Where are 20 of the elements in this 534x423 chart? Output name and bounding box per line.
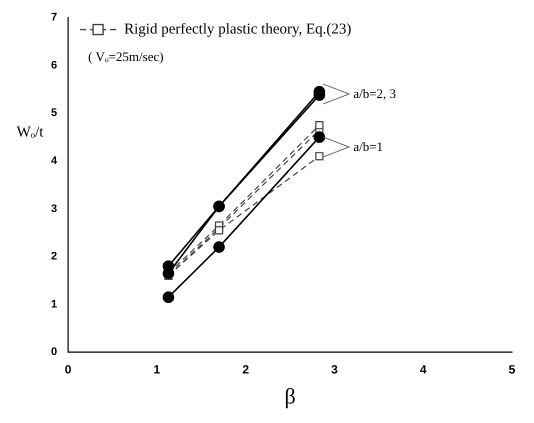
- y-tick-label: 1: [50, 298, 58, 310]
- x-tick-label: 0: [64, 362, 72, 377]
- y-tick-label: 5: [50, 107, 58, 120]
- y-tick-label: 0: [50, 346, 58, 358]
- annotation: ( Vₒ=25m/sec): [88, 49, 164, 64]
- x-axis-title: β: [284, 384, 296, 409]
- x-tick-label: 5: [508, 362, 516, 377]
- y-tick-label: 3: [50, 202, 58, 215]
- x-tick-label: 2: [242, 362, 250, 377]
- x-tick-label: 1: [154, 362, 161, 377]
- y-tick-label: 6: [50, 59, 58, 72]
- x-tick-label: 3: [331, 362, 338, 377]
- y-tick-label: 7: [50, 12, 58, 24]
- y-tick-label: 4: [50, 155, 58, 168]
- x-tick-label: 4: [420, 362, 427, 377]
- annotation: a/b=1: [353, 138, 384, 156]
- legend-label: Rigid perfectly plastic theory, Eq.(23): [124, 22, 352, 38]
- y-tick-label: 2: [50, 250, 58, 263]
- y-axis-title: Wₒ/t: [16, 124, 44, 140]
- annotation: a/b=2, 3: [353, 85, 396, 104]
